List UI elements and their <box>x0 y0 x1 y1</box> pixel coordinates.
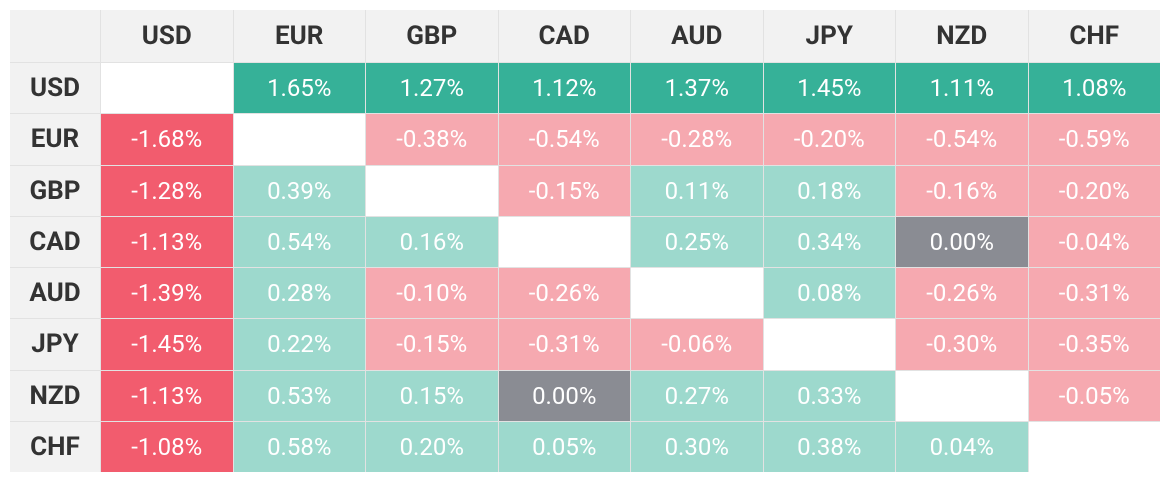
change-cell: -0.06% <box>631 319 763 370</box>
change-cell: -1.28% <box>101 165 233 216</box>
change-cell: 0.54% <box>233 216 365 267</box>
change-cell: -0.20% <box>763 114 895 165</box>
change-cell: -0.38% <box>366 114 498 165</box>
change-cell: 0.00% <box>498 370 630 421</box>
change-cell: -1.45% <box>101 319 233 370</box>
change-cell: -0.26% <box>896 268 1028 319</box>
change-cell: 1.65% <box>233 63 365 114</box>
row-header: EUR <box>10 114 100 165</box>
change-cell: 0.38% <box>763 421 895 472</box>
column-header: JPY <box>763 10 895 62</box>
change-cell: -0.28% <box>631 114 763 165</box>
column-header: AUD <box>631 10 763 62</box>
change-cell: 0.04% <box>896 421 1028 472</box>
change-cell: -0.35% <box>1028 319 1160 370</box>
row-header: GBP <box>10 165 100 216</box>
column-header: CHF <box>1028 10 1160 62</box>
change-cell: 0.53% <box>233 370 365 421</box>
column-header: EUR <box>233 10 365 62</box>
change-cell: 0.08% <box>763 268 895 319</box>
change-cell: 0.39% <box>233 165 365 216</box>
currency-heatmap: USD EUR GBP CAD AUD JPY NZD CHF USD 1.65% 1.27% 1.1… <box>10 10 1160 472</box>
change-cell: -0.05% <box>1028 370 1160 421</box>
change-cell: -1.13% <box>101 370 233 421</box>
change-cell: 1.08% <box>1028 63 1160 114</box>
change-cell: 0.33% <box>763 370 895 421</box>
row-header: CAD <box>10 216 100 267</box>
column-header: USD <box>101 10 233 62</box>
row-header: AUD <box>10 268 100 319</box>
change-cell: 0.27% <box>631 370 763 421</box>
change-cell: -0.20% <box>1028 165 1160 216</box>
empty-cell <box>366 165 498 216</box>
change-cell: -0.30% <box>896 319 1028 370</box>
change-cell: -0.15% <box>366 319 498 370</box>
empty-cell <box>233 114 365 165</box>
column-header: CAD <box>498 10 630 62</box>
change-cell: 0.05% <box>498 421 630 472</box>
change-cell: -1.39% <box>101 268 233 319</box>
empty-cell <box>1028 421 1160 472</box>
change-cell: -0.59% <box>1028 114 1160 165</box>
change-cell: -0.54% <box>498 114 630 165</box>
change-cell: 0.30% <box>631 421 763 472</box>
column-header: GBP <box>366 10 498 62</box>
change-cell: 0.22% <box>233 319 365 370</box>
change-cell: 1.37% <box>631 63 763 114</box>
empty-cell <box>763 319 895 370</box>
change-cell: 1.11% <box>896 63 1028 114</box>
row-header: JPY <box>10 319 100 370</box>
change-cell: -0.54% <box>896 114 1028 165</box>
change-cell: -0.15% <box>498 165 630 216</box>
change-cell: -0.31% <box>1028 268 1160 319</box>
empty-cell <box>896 370 1028 421</box>
row-header: USD <box>10 63 100 114</box>
corner <box>10 10 100 62</box>
change-cell: 0.15% <box>366 370 498 421</box>
change-cell: 0.11% <box>631 165 763 216</box>
change-cell: -0.04% <box>1028 216 1160 267</box>
change-cell: -1.68% <box>101 114 233 165</box>
empty-cell <box>101 63 233 114</box>
change-cell: -0.26% <box>498 268 630 319</box>
change-cell: 0.58% <box>233 421 365 472</box>
change-cell: 1.12% <box>498 63 630 114</box>
change-cell: 1.45% <box>763 63 895 114</box>
change-cell: -0.31% <box>498 319 630 370</box>
change-cell: 0.16% <box>366 216 498 267</box>
change-cell: 0.20% <box>366 421 498 472</box>
empty-cell <box>498 216 630 267</box>
change-cell: 0.00% <box>896 216 1028 267</box>
empty-cell <box>631 268 763 319</box>
change-cell: 0.34% <box>763 216 895 267</box>
change-cell: 0.25% <box>631 216 763 267</box>
change-cell: 0.28% <box>233 268 365 319</box>
change-cell: -0.10% <box>366 268 498 319</box>
change-cell: 0.18% <box>763 165 895 216</box>
change-cell: -1.13% <box>101 216 233 267</box>
column-header: NZD <box>896 10 1028 62</box>
row-header: NZD <box>10 370 100 421</box>
change-cell: -1.08% <box>101 421 233 472</box>
change-cell: 1.27% <box>366 63 498 114</box>
row-header: CHF <box>10 421 100 472</box>
change-cell: -0.16% <box>896 165 1028 216</box>
